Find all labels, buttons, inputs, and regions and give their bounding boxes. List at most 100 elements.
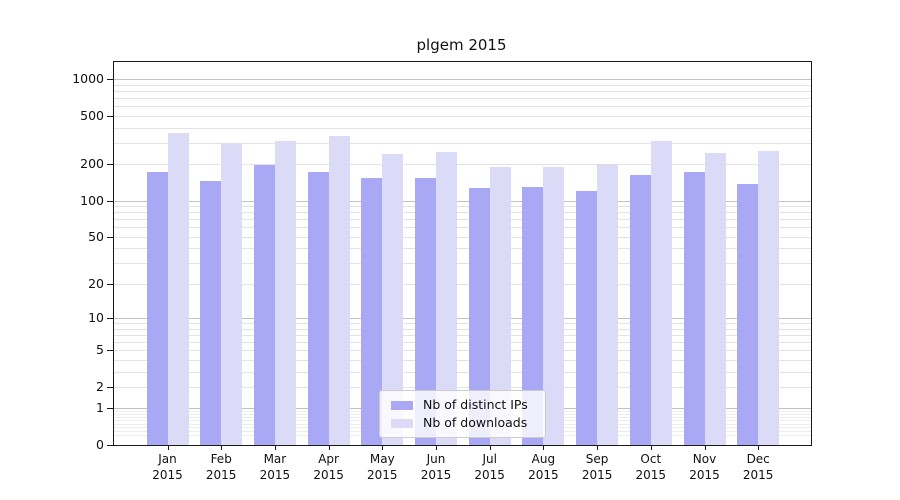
gridline <box>114 334 811 336</box>
y-tick-label: 100 <box>80 192 104 208</box>
legend-label: Nb of downloads <box>423 415 528 430</box>
x-tick-label: Nov 2015 <box>689 452 720 482</box>
x-tick-mark <box>650 445 652 450</box>
y-tick-label: 10 <box>88 310 104 325</box>
bar-downloads-jan <box>167 132 189 445</box>
x-tick-label: Sep 2015 <box>581 452 613 482</box>
y-tick-mark <box>107 408 113 410</box>
bar-downloads-apr <box>328 136 350 445</box>
bar-downloads-aug <box>543 167 565 445</box>
y-tick-mark <box>107 79 113 80</box>
gridline <box>114 90 811 92</box>
x-tick-mark <box>328 445 330 450</box>
y-tick-label: 20 <box>88 275 104 291</box>
gridline <box>114 164 811 166</box>
x-tick-mark <box>221 445 223 450</box>
gridline <box>114 341 811 343</box>
gridline <box>114 227 811 229</box>
x-tick-mark <box>758 445 760 450</box>
gridline <box>114 236 811 238</box>
bar-ips-nov <box>683 172 705 445</box>
y-tick-label: 200 <box>80 156 104 172</box>
bar-ips-apr <box>307 172 329 445</box>
y-tick-label: 5 <box>96 342 104 358</box>
x-tick-label: Feb 2015 <box>205 452 237 482</box>
gridline <box>114 79 811 80</box>
gridline <box>114 219 811 221</box>
bar-ips-feb <box>200 181 222 445</box>
x-tick-label: May 2015 <box>367 452 398 482</box>
y-tick-mark <box>107 445 113 446</box>
gridline <box>114 371 811 373</box>
bar-ips-jul <box>468 187 490 445</box>
bar-ips-jan <box>146 172 168 445</box>
x-tick-label: Jul 2015 <box>474 452 505 482</box>
bar-downloads-mar <box>274 140 296 445</box>
gridline <box>114 97 811 99</box>
x-tick-mark <box>543 445 545 450</box>
y-tick-mark <box>107 386 113 388</box>
x-tick-mark <box>489 445 491 450</box>
x-tick-label: Jan 2015 <box>152 452 183 482</box>
gridline <box>114 323 811 324</box>
gridline <box>114 248 811 250</box>
legend-swatch-distinct-ips <box>391 400 413 410</box>
y-tick-label: 500 <box>80 107 104 123</box>
legend-swatch-downloads <box>391 418 413 428</box>
y-tick-label: 50 <box>88 228 104 244</box>
plot-area <box>113 61 812 446</box>
bar-ips-oct <box>629 175 651 445</box>
y-tick-label: 1000 <box>72 71 104 86</box>
y-tick-label: 0 <box>96 437 104 452</box>
bar-downloads-jun <box>436 152 457 445</box>
gridline <box>114 142 811 144</box>
gridline <box>114 212 811 214</box>
bar-ips-dec <box>737 184 759 445</box>
legend-item-downloads: Nb of downloads <box>388 414 537 432</box>
legend: Nb of distinct IPs Nb of downloads <box>379 390 546 438</box>
bar-ips-may <box>361 177 383 445</box>
legend-label: Nb of distinct IPs <box>423 397 528 412</box>
y-tick-label: 2 <box>96 378 104 394</box>
gridline <box>114 328 811 330</box>
x-tick-label: Jun 2015 <box>420 452 452 482</box>
x-tick-label: Oct 2015 <box>635 452 667 482</box>
gridline <box>114 127 811 129</box>
gridline <box>114 106 811 108</box>
gridline <box>114 200 811 202</box>
bar-ips-jun <box>415 178 436 445</box>
gridline <box>114 115 811 117</box>
x-tick-label: Mar 2015 <box>259 452 291 482</box>
x-tick-label: Dec 2015 <box>742 452 774 482</box>
gridline <box>114 359 811 361</box>
bar-downloads-feb <box>221 142 243 445</box>
x-tick-mark <box>704 445 706 450</box>
y-tick-mark <box>107 318 113 319</box>
gridline <box>114 386 811 388</box>
bar-downloads-sep <box>597 163 619 445</box>
y-tick-mark <box>107 283 113 285</box>
bar-downloads-oct <box>650 141 672 445</box>
bar-downloads-may <box>382 154 404 445</box>
gridline <box>114 84 811 86</box>
y-tick-mark <box>107 115 113 117</box>
gridline <box>114 283 811 285</box>
x-tick-label: Apr 2015 <box>313 452 344 482</box>
y-tick-mark <box>107 164 113 166</box>
y-tick-mark <box>107 350 113 352</box>
x-tick-mark <box>167 445 169 450</box>
x-tick-mark <box>436 445 437 450</box>
gridline <box>114 206 811 208</box>
bar-ips-sep <box>576 190 598 445</box>
bar-downloads-nov <box>704 152 726 445</box>
gridline <box>114 350 811 352</box>
x-tick-mark <box>597 445 599 450</box>
bar-ips-aug <box>522 187 544 445</box>
y-tick-mark <box>107 200 113 202</box>
x-tick-label: Aug 2015 <box>528 452 559 482</box>
legend-item-distinct-ips: Nb of distinct IPs <box>388 396 537 414</box>
x-tick-mark <box>274 445 276 450</box>
y-tick-label: 1 <box>96 400 104 416</box>
x-tick-mark <box>382 445 384 450</box>
